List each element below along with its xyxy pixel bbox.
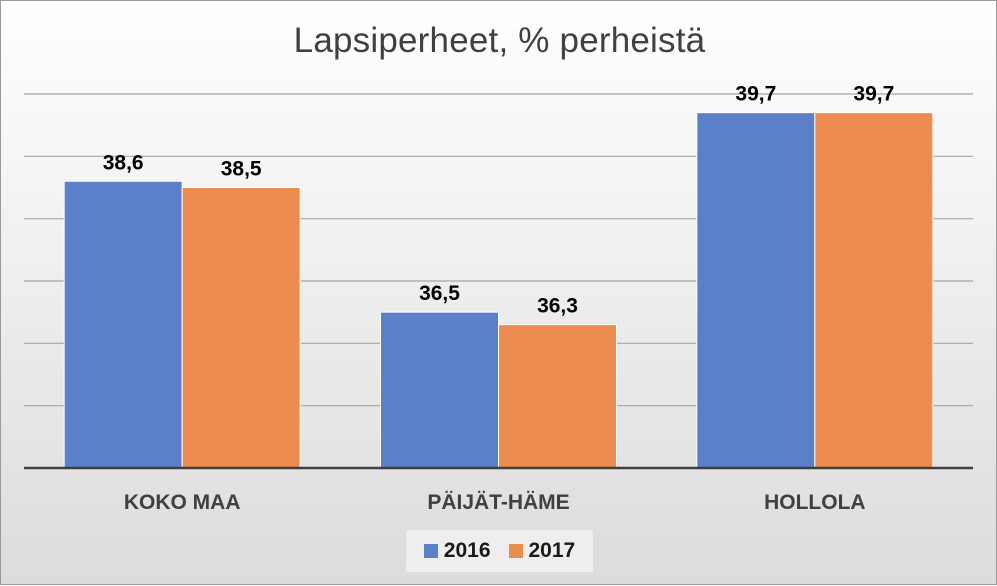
data-label: 39,7 <box>853 83 894 106</box>
bar-2017-1 <box>181 187 301 469</box>
legend-label-2017: 2017 <box>528 539 576 562</box>
legend-item-2016: 2016 <box>423 539 491 563</box>
data-label: 38,5 <box>221 158 262 181</box>
bar-2017-2 <box>498 324 617 469</box>
bar-2016-3 <box>696 112 816 469</box>
legend-swatch-2016 <box>423 544 438 558</box>
bar-2016-1 <box>63 180 183 469</box>
legend-item-2017: 2017 <box>508 539 576 563</box>
legend: 2016 2017 <box>406 530 593 572</box>
chart-title: Lapsiperheet, % perheistä <box>293 21 706 60</box>
legend-label-2016: 2016 <box>443 539 491 562</box>
bar-2017-3 <box>814 112 934 469</box>
category-label: KOKO MAA <box>124 491 241 514</box>
data-label: 39,7 <box>735 83 776 106</box>
category-label: HOLLOLA <box>764 491 865 514</box>
data-label: 38,6 <box>103 151 144 174</box>
legend-swatch-2017 <box>508 544 523 558</box>
data-label: 36,5 <box>419 282 460 305</box>
category-label: PÄIJÄT-HÄME <box>427 491 569 514</box>
data-label: 36,3 <box>537 295 578 318</box>
bar-2016-2 <box>380 311 499 469</box>
